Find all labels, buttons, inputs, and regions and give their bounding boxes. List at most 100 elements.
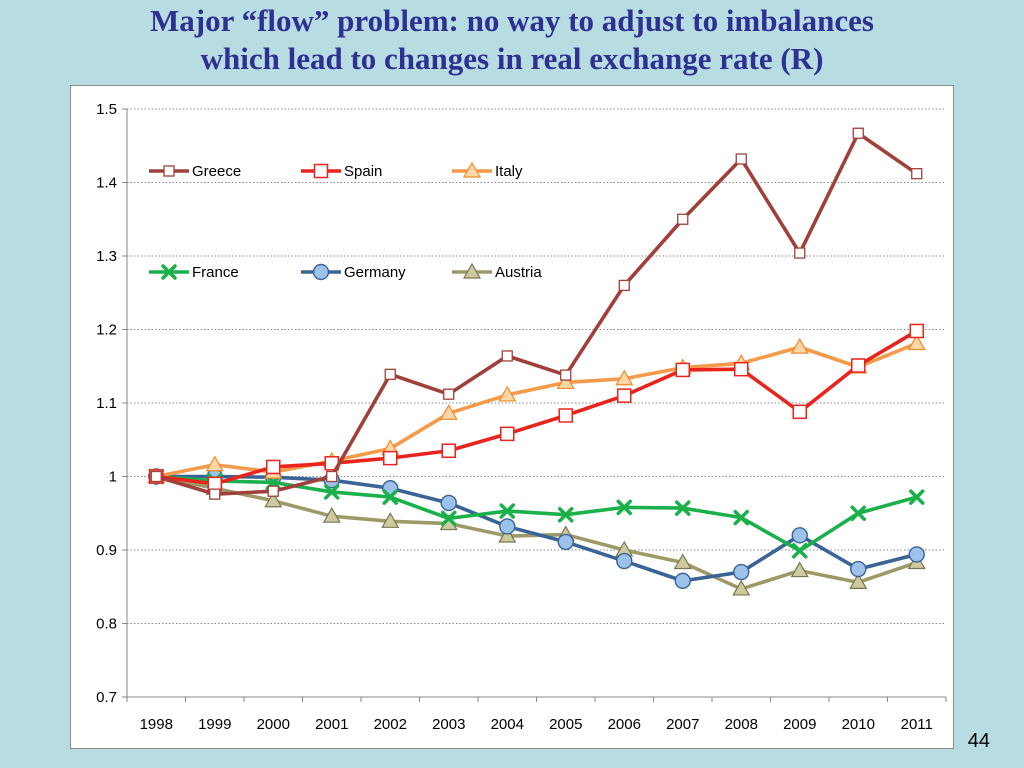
data-point-spain [909,323,924,339]
x-tick-label: 2007 [666,716,699,733]
series-line-italy [155,341,918,479]
data-point-austria [322,506,341,523]
legend-item-germany: Germany [301,263,406,281]
legend-label-france: France [192,264,239,281]
data-point-france [909,489,925,505]
data-point-greece [677,213,689,225]
data-point-france [324,484,340,500]
data-point-greece [852,127,864,139]
data-point-germany [616,552,633,570]
x-tick-label: 2004 [491,716,524,733]
data-point-italy [205,455,224,472]
data-point-greece [618,279,630,292]
legend-marker-austria [462,262,482,279]
series-germany [148,468,925,590]
data-point-spain [617,388,632,403]
data-point-greece [560,369,572,381]
x-tick-label: 2002 [374,716,407,733]
data-point-spain [851,358,866,373]
legend-marker-germany [312,263,330,281]
x-tick-label: 2001 [315,716,348,733]
data-point-germany [499,518,516,535]
series-line-greece [155,131,918,496]
data-point-greece [735,153,747,165]
y-tick-label: 1.1 [96,395,117,412]
y-tick-label: 1 [109,469,117,486]
legend-item-italy: Italy [452,161,523,180]
data-point-france [616,499,632,516]
series-greece [150,127,923,500]
data-point-italy [907,334,926,351]
legend-label-austria: Austria [495,264,542,281]
data-point-greece [209,488,221,500]
x-tick-label: 2008 [725,716,758,733]
legend-label-germany: Germany [344,264,406,281]
data-point-austria [849,573,868,589]
legend-marker-spain [313,163,329,179]
x-tick-label: 1999 [198,716,231,733]
series-line-france [156,474,918,553]
data-point-germany [850,560,867,578]
slide-title: Major “flow” problem: no way to adjust t… [0,2,1024,78]
y-tick-label: 1.3 [96,248,117,265]
data-point-germany [908,546,925,563]
data-point-austria [732,579,751,596]
x-tick-label: 2010 [842,716,875,733]
legend-marker-france [161,264,177,280]
legend-marker-greece [163,165,175,177]
data-point-greece [150,470,162,483]
data-point-austria [381,512,400,528]
series-line-germany [156,474,918,583]
data-point-germany [733,563,750,581]
data-point-greece [326,470,338,483]
data-point-greece [267,485,279,497]
legend-item-austria: Austria [452,262,542,281]
series-italy [147,334,926,484]
data-point-greece [794,247,806,259]
legend-label-italy: Italy [495,163,523,180]
y-tick-label: 0.7 [96,689,117,706]
legend-item-greece: Greece [149,163,241,180]
legend-item-spain: Spain [301,163,382,180]
data-point-france [850,505,866,521]
data-point-spain [266,459,281,475]
slide-title-line-1: Major “flow” problem: no way to adjust t… [150,3,874,38]
y-tick-label: 0.8 [96,616,117,633]
data-point-france [558,506,574,523]
x-tick-label: 2005 [549,716,582,733]
series-france [148,468,925,559]
y-tick-label: 1.2 [96,322,117,339]
data-point-france [733,509,749,526]
line-chart: 0.7 0.8 0.9 1 1.1 1.2 1.3 1.4 1.5 1998 1999 2000 200… [96,101,947,733]
data-point-spain [383,450,398,466]
x-tick-label: 1998 [140,716,173,733]
legend-label-spain: Spain [344,163,382,180]
data-point-germany [791,527,808,544]
data-point-france [499,503,515,519]
data-point-spain [558,408,573,423]
data-point-italy [439,404,458,420]
data-point-austria [264,491,283,508]
legend-label-greece: Greece [192,163,241,180]
data-point-spain [500,426,515,442]
x-tick-label: 2006 [608,716,641,733]
data-point-austria [673,553,692,570]
series-austria [147,467,926,596]
y-tick-label: 1.5 [96,101,117,118]
y-tick-label: 0.9 [96,542,117,559]
slide-title-line-2: which lead to changes in real exchange r… [200,41,824,76]
data-point-greece [501,350,513,362]
data-point-france [792,542,808,559]
data-point-spain [792,404,807,420]
y-tick-label: 1.4 [96,175,117,192]
data-point-france [441,510,457,527]
data-point-france [382,489,398,505]
data-point-austria [790,561,809,578]
legend: Greece Spain Italy France Germany Austria [149,161,542,281]
data-point-greece [911,168,923,180]
data-point-greece [443,388,455,400]
x-tick-label: 2011 [901,716,933,733]
data-point-spain [734,361,749,377]
chart-area: 0.7 0.8 0.9 1 1.1 1.2 1.3 1.4 1.5 1998 1999 2000 200… [70,85,954,749]
data-point-italy [790,337,809,354]
